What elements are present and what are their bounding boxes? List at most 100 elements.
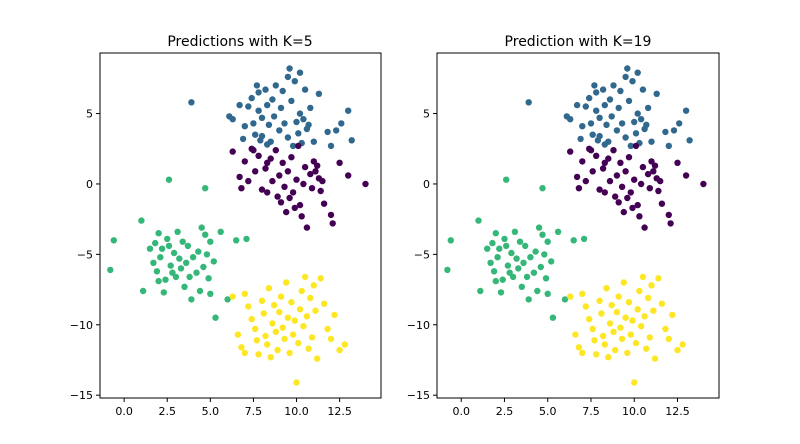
point-cluster-green-9 (155, 277, 162, 285)
point-cluster-blue-43 (315, 90, 323, 98)
scatter-panel-k19: Prediction with K=19 0.0 2.5 5.0 7.5 10.0 12.… (407, 34, 720, 418)
point-cluster-green-27 (522, 242, 529, 250)
x-tick-label: 7.5 (245, 405, 263, 418)
point-cluster-green-30 (189, 254, 197, 261)
point-cluster-yellow-31 (298, 287, 305, 295)
point-cluster-blue-44 (324, 128, 331, 136)
y-tick-label: −5 (77, 248, 93, 261)
point-cluster-yellow-10 (599, 332, 607, 340)
point-cluster-purple-9 (599, 165, 607, 172)
point-cluster-purple-9 (262, 165, 269, 172)
point-cluster-green-6 (489, 239, 496, 247)
x-tick-label: 0.0 (115, 405, 133, 418)
point-cluster-blue-47 (676, 120, 683, 127)
point-cluster-purple-19 (620, 208, 627, 216)
point-cluster-blue-3 (573, 101, 581, 109)
point-cluster-purple-1 (236, 173, 243, 181)
point-cluster-purple-35 (312, 168, 319, 175)
point-cluster-blue-5 (241, 123, 248, 130)
point-cluster-yellow-13 (605, 354, 612, 361)
point-cluster-green-7 (490, 268, 498, 275)
point-cluster-green-34 (198, 224, 205, 231)
point-cluster-green-34 (535, 224, 543, 231)
point-cluster-green-46 (580, 235, 588, 243)
point-cluster-green-0 (447, 237, 454, 244)
point-cluster-blue-20 (270, 113, 278, 120)
point-cluster-yellow-19 (615, 293, 622, 300)
point-cluster-purple-30 (301, 163, 309, 171)
point-cluster-green-4 (484, 245, 491, 252)
point-cluster-purple-4 (582, 177, 589, 185)
point-cluster-green-22 (176, 255, 183, 262)
point-cluster-blue-32 (631, 118, 638, 126)
point-cluster-purple-14 (612, 193, 619, 200)
point-cluster-blue-50 (257, 137, 264, 144)
point-cluster-purple-25 (631, 176, 638, 183)
point-cluster-green-41 (210, 258, 217, 265)
point-cluster-yellow-6 (253, 337, 261, 344)
point-cluster-green-44 (561, 296, 569, 303)
point-cluster-yellow-32 (300, 323, 307, 330)
point-cluster-green-5 (487, 259, 494, 266)
point-cluster-purple-33 (646, 185, 653, 192)
point-cluster-green-42 (212, 314, 219, 321)
point-cluster-yellow-35 (643, 345, 650, 352)
x-tick-label: 7.5 (582, 405, 600, 418)
point-cluster-green-25 (181, 283, 188, 290)
point-cluster-blue-7 (586, 94, 593, 102)
point-cluster-green-4 (146, 245, 154, 252)
point-cluster-yellow-34 (641, 313, 648, 320)
point-cluster-yellow-41 (317, 275, 324, 282)
point-cluster-yellow-49 (229, 293, 236, 300)
point-cluster-purple-4 (245, 177, 252, 185)
point-cluster-green-37 (203, 251, 211, 258)
point-cluster-green-44 (224, 296, 231, 303)
point-cluster-green-17 (167, 262, 174, 269)
point-cluster-yellow-21 (281, 335, 288, 343)
point-cluster-yellow-16 (610, 328, 617, 335)
x-tick-label: 12.5 (665, 405, 690, 418)
point-cluster-green-5 (150, 259, 157, 266)
point-cluster-blue-37 (637, 116, 645, 123)
point-cluster-blue-8 (250, 120, 257, 127)
point-cluster-green-19 (170, 249, 178, 257)
point-cluster-blue-45 (665, 142, 672, 150)
point-cluster-yellow-22 (283, 279, 290, 286)
point-cluster-blue-11 (593, 89, 600, 96)
point-cluster-blue-2 (567, 116, 574, 123)
point-cluster-green-29 (525, 296, 532, 303)
point-cluster-yellow-40 (314, 355, 321, 362)
point-cluster-purple-44 (682, 172, 690, 179)
point-cluster-purple-35 (650, 168, 657, 175)
point-cluster-yellow-12 (265, 285, 273, 292)
point-cluster-green-35 (200, 263, 207, 271)
point-cluster-yellow-24 (286, 349, 293, 357)
point-cluster-yellow-46 (674, 346, 681, 354)
point-cluster-purple-42 (329, 220, 336, 227)
point-cluster-blue-44 (662, 128, 669, 136)
point-cluster-purple-15 (276, 172, 283, 179)
point-cluster-yellow-48 (241, 349, 248, 357)
point-cluster-blue-29 (288, 97, 295, 105)
point-cluster-blue-35 (634, 110, 641, 117)
point-cluster-purple-18 (281, 183, 288, 190)
point-cluster-green-42 (549, 314, 557, 321)
point-cluster-green-10 (494, 254, 501, 261)
point-cluster-green-16 (503, 242, 510, 250)
point-cluster-yellow-1 (238, 344, 245, 351)
axis-ticks-k19: 0.0 2.5 5.0 7.5 10.0 12.5 5 0 −5 −10 −15 (407, 108, 690, 418)
point-cluster-purple-30 (639, 163, 647, 171)
point-cluster-purple-14 (274, 193, 281, 200)
point-cluster-purple-21 (624, 194, 631, 202)
point-cluster-blue-12 (593, 107, 600, 114)
point-cluster-blue-51 (264, 141, 271, 148)
point-cluster-blue-13 (596, 114, 603, 122)
point-cluster-blue-21 (272, 82, 279, 89)
point-cluster-green-43 (554, 228, 562, 235)
point-cluster-yellow-25 (625, 299, 633, 306)
point-cluster-blue-3 (236, 101, 243, 109)
point-cluster-yellow-44 (327, 335, 335, 343)
point-cluster-blue-42 (648, 138, 655, 145)
point-cluster-blue-25 (281, 120, 288, 127)
point-cluster-yellow-2 (579, 290, 586, 297)
